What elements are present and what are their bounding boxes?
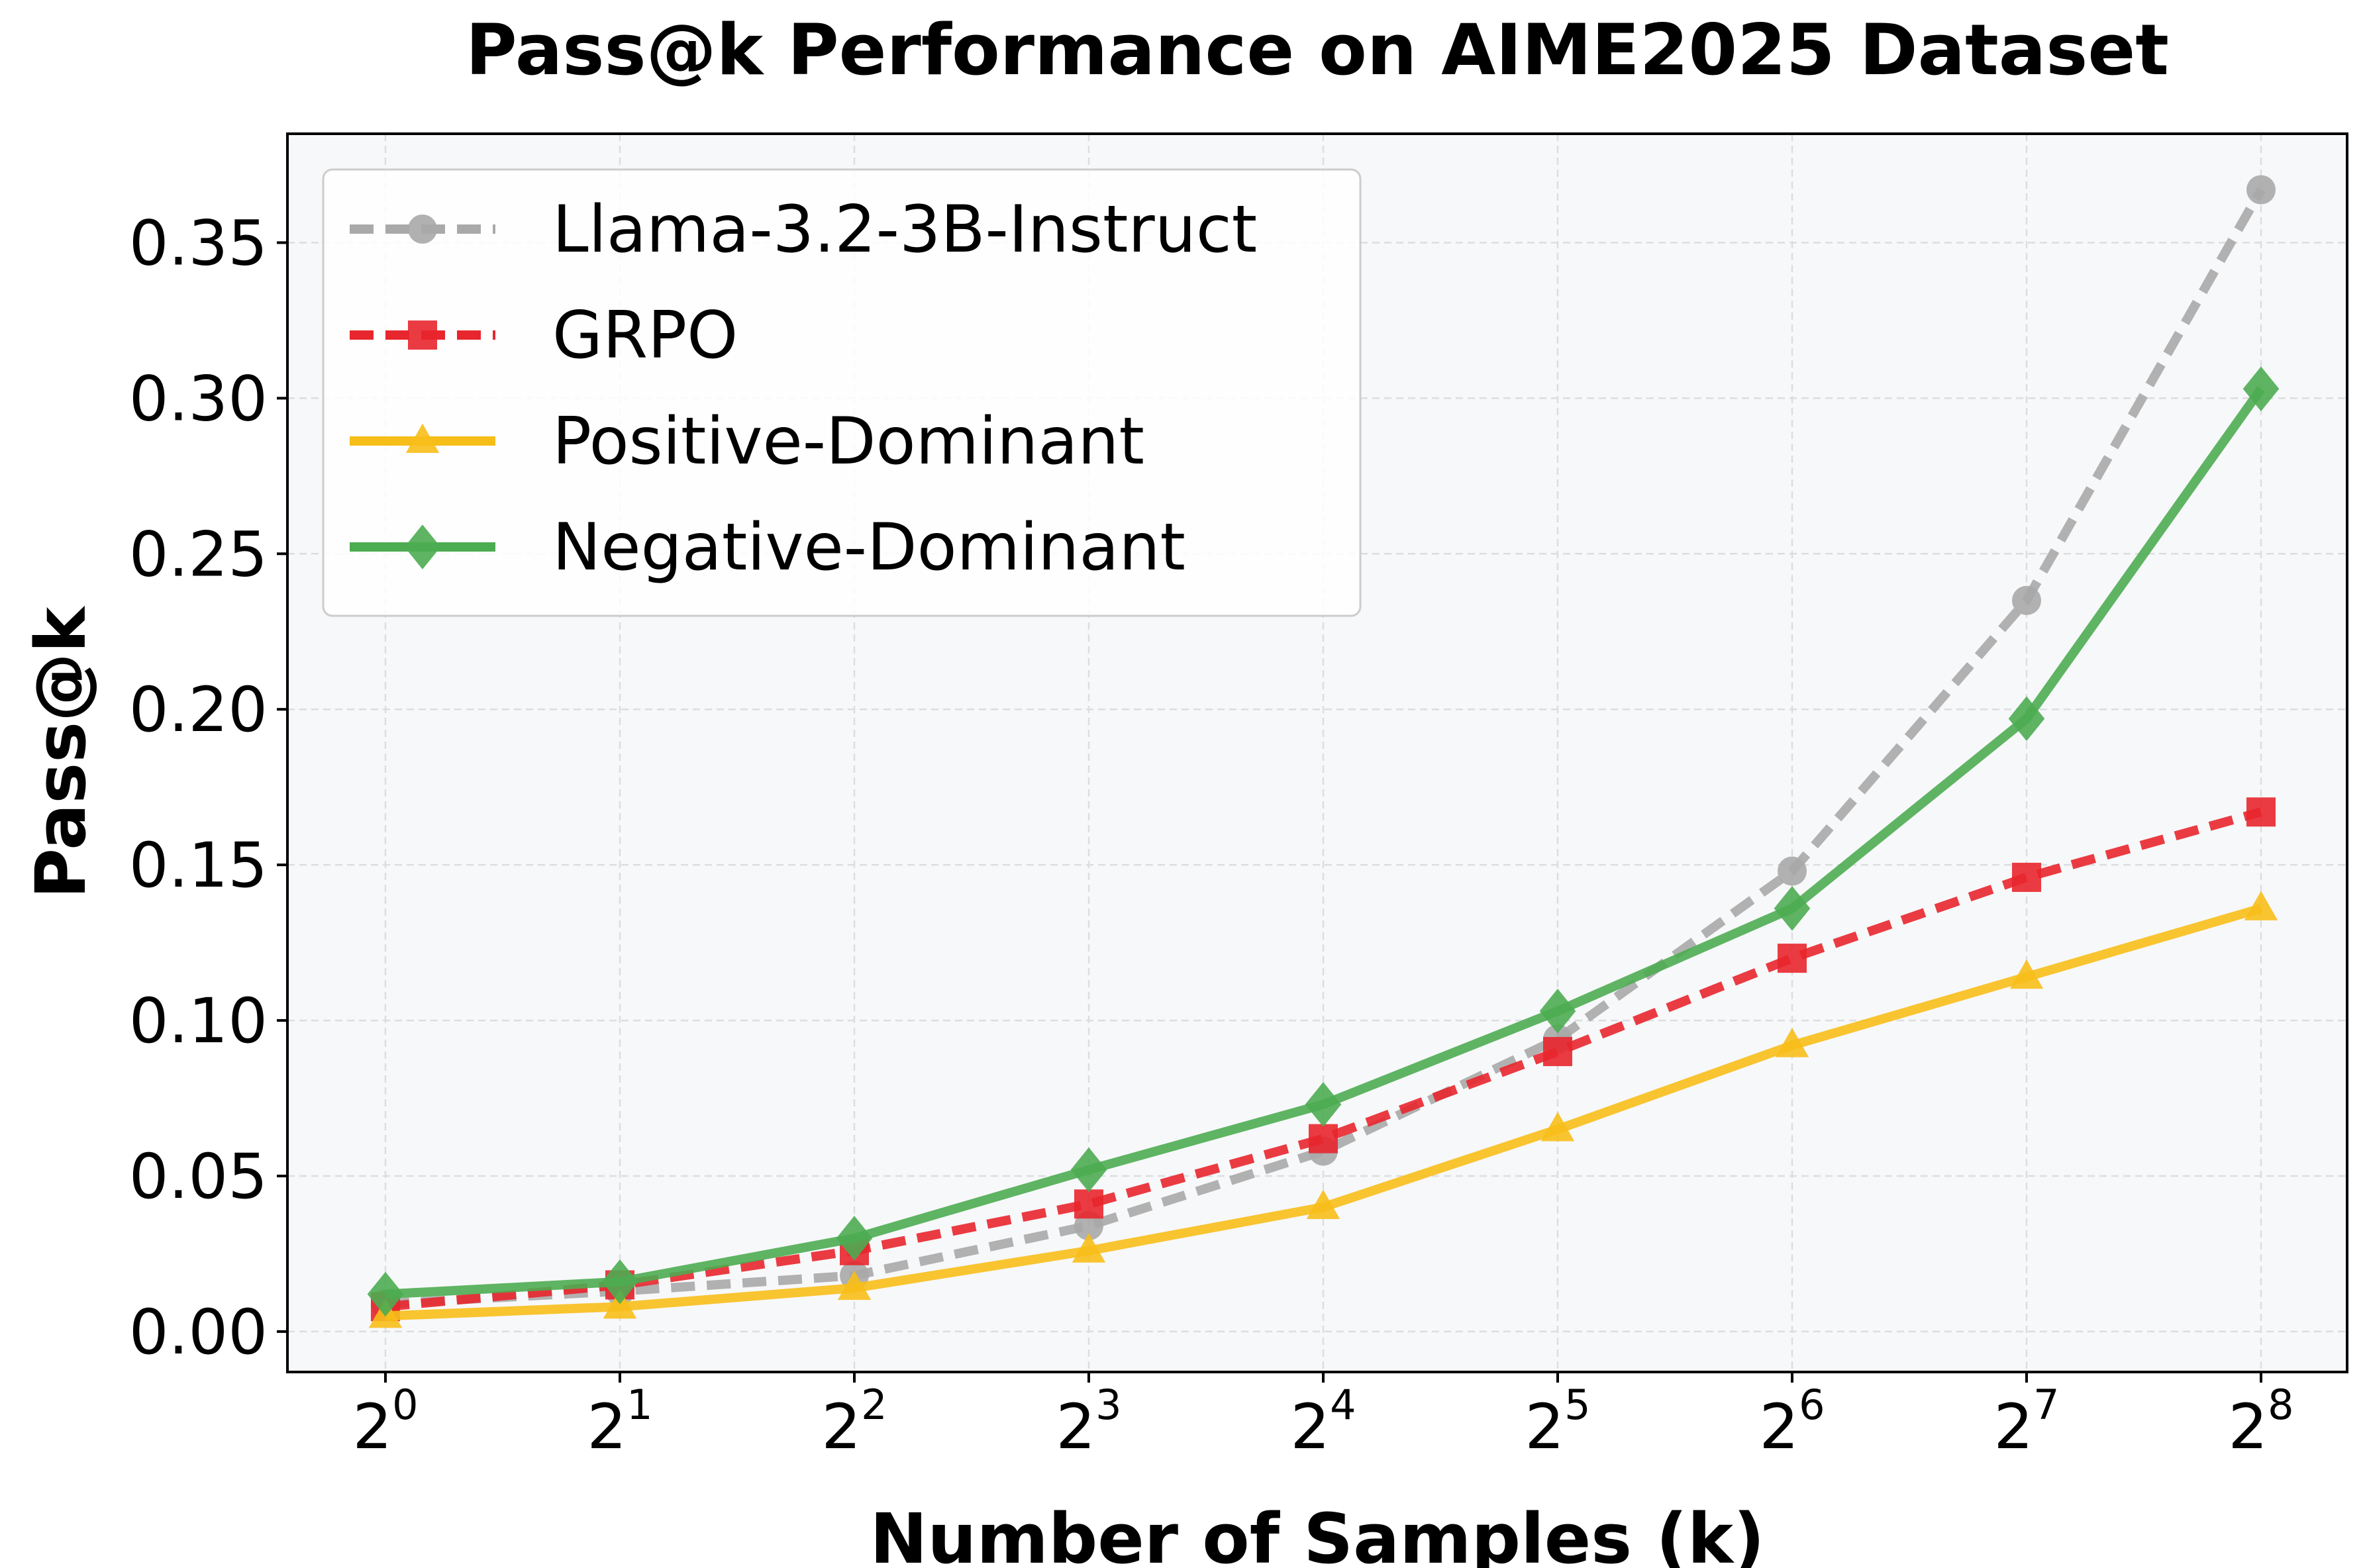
data-point <box>1305 1082 1342 1127</box>
legend-marker <box>405 423 440 453</box>
x-tick-label: 22 <box>821 1381 887 1463</box>
y-tick-label: 0.05 <box>129 1141 268 1213</box>
data-point <box>2246 175 2276 205</box>
data-point <box>1074 1189 1103 1219</box>
legend-label: Llama-3.2-3B-Instruct <box>552 192 1257 268</box>
data-point <box>2012 585 2041 615</box>
x-tick-label: 27 <box>1993 1381 2059 1463</box>
data-point <box>367 1271 404 1317</box>
x-axis-label: Number of Samples (k) <box>870 1498 1764 1568</box>
data-point <box>1778 856 1807 886</box>
data-point <box>2008 696 2045 742</box>
y-tick-label: 0.20 <box>129 674 268 746</box>
data-point <box>837 1270 872 1300</box>
y-tick-label: 0.10 <box>129 985 268 1057</box>
legend: Llama-3.2-3B-Instruct GRPO Positive-Domina… <box>322 168 1362 617</box>
series-line <box>385 807 2262 1312</box>
y-tick-label: 0.30 <box>129 363 268 435</box>
data-point <box>836 1216 873 1261</box>
y-tick-label: 0.00 <box>129 1297 268 1369</box>
data-point <box>601 1259 638 1304</box>
data-point <box>2009 959 2044 989</box>
x-tick-label: 24 <box>1290 1381 1356 1463</box>
legend-label: Negative-Dominant <box>552 510 1185 585</box>
data-point <box>2246 797 2276 827</box>
data-point <box>2242 366 2280 412</box>
data-point <box>1306 1189 1340 1219</box>
plot-frame <box>286 132 2348 1373</box>
series-layer <box>367 175 2280 1328</box>
y-tick-label: 0.35 <box>129 207 268 279</box>
x-tick-label: 28 <box>2228 1381 2293 1463</box>
y-axis-label: Pass@k <box>21 605 101 899</box>
series-3 <box>367 366 2280 1317</box>
data-point <box>2012 862 2041 892</box>
legend-marker <box>408 320 437 350</box>
x-tick-label: 25 <box>1525 1381 1590 1463</box>
data-point <box>1775 1028 1809 1057</box>
x-tick-label: 23 <box>1056 1381 1121 1463</box>
x-tick-label: 20 <box>352 1381 418 1463</box>
y-tick-label: 0.25 <box>129 518 268 591</box>
x-tick-label: 26 <box>1759 1381 1825 1463</box>
axes: 0.00 0.05 0.10 0.15 0.20 0.25 0.30 0.35 20 21 22 23… <box>129 207 2294 1463</box>
x-tick-label: 21 <box>587 1381 652 1463</box>
data-point <box>1309 1124 1338 1153</box>
legend-marker <box>408 215 437 244</box>
y-tick-label: 0.15 <box>129 830 268 902</box>
legend-label: Positive-Dominant <box>552 404 1144 479</box>
legend-label: GRPO <box>552 298 738 373</box>
data-point <box>1543 1037 1572 1067</box>
data-point <box>1070 1147 1107 1193</box>
data-point <box>2244 891 2278 920</box>
data-point <box>1539 989 1576 1034</box>
legend-marker <box>404 524 441 569</box>
chart-title: Pass@k Performance on AIME2025 Dataset <box>466 9 2169 91</box>
data-point <box>1774 886 1811 931</box>
data-point <box>1540 1112 1575 1142</box>
data-point <box>1778 944 1807 973</box>
legend-box <box>322 168 1362 617</box>
data-point <box>1072 1233 1106 1263</box>
